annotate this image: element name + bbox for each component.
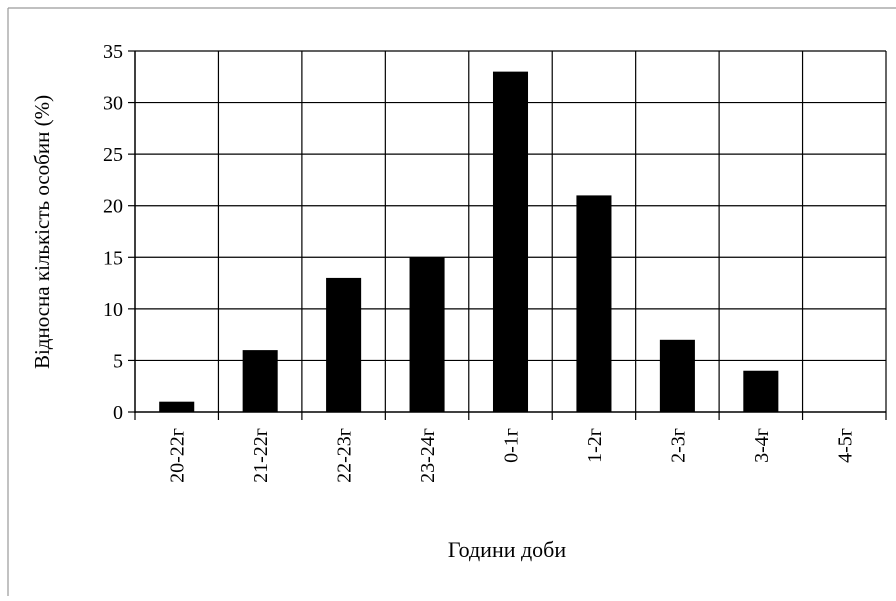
bars (159, 71, 779, 412)
y-tick-label: 15 (103, 247, 123, 269)
y-tick-label: 20 (103, 196, 123, 218)
x-tick-label: 3-4г (751, 428, 773, 463)
bar (576, 195, 612, 412)
x-tick-label: 23-24г (417, 428, 439, 483)
y-tick-label: 35 (103, 41, 123, 63)
bar (326, 277, 362, 412)
y-axis-title: Відносна кількість особин (%) (30, 95, 54, 369)
y-tick-label: 10 (103, 299, 123, 321)
bar (659, 339, 695, 412)
tick-labels: 0 5 10 15 20 25 30 35 20-22г 21-22г 22-23г 23-24г 0-… (103, 41, 856, 483)
x-tick-label: 22-23г (334, 428, 356, 483)
bar (242, 350, 278, 412)
x-tick-label: 4-5г (834, 428, 856, 463)
x-axis-title: Години доби (448, 537, 567, 562)
y-tick-label: 0 (113, 402, 123, 424)
bar (492, 71, 529, 412)
x-tick-label: 1-2г (584, 428, 606, 463)
bar (743, 370, 779, 412)
x-tick-label: 2-3г (667, 428, 689, 463)
y-tick-label: 30 (103, 93, 123, 115)
bar (409, 257, 445, 412)
x-tick-label: 0-1г (501, 428, 523, 463)
x-tick-label: 21-22г (250, 428, 272, 483)
x-tick-label: 20-22г (167, 428, 189, 483)
y-tick-label: 25 (103, 144, 123, 166)
axes (128, 50, 887, 420)
y-tick-label: 5 (113, 350, 123, 372)
bar (159, 401, 195, 412)
